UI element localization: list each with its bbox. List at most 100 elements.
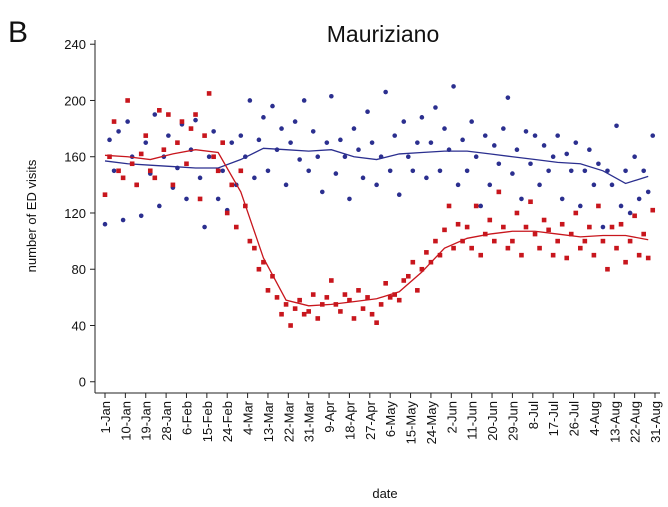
point (224, 210, 230, 216)
point (501, 126, 506, 131)
x-tick-label: 22-Mar (281, 400, 296, 442)
y-tick-label: 240 (64, 37, 86, 52)
point (541, 143, 547, 148)
point (564, 151, 570, 157)
point (596, 203, 601, 209)
point (143, 140, 149, 145)
point (460, 238, 465, 244)
trend-line (104, 149, 649, 307)
point (596, 161, 601, 167)
x-tick-label: 9-Apr (322, 400, 337, 432)
x-tick-label: 6-May (383, 401, 398, 438)
point (125, 98, 130, 103)
point (496, 161, 502, 167)
point (482, 133, 488, 138)
point (279, 311, 284, 317)
point (614, 245, 619, 251)
point (537, 245, 542, 251)
point (161, 147, 167, 152)
point (319, 189, 325, 195)
x-tick-label: 11-Jun (465, 401, 480, 440)
point (605, 266, 610, 272)
point (573, 210, 579, 216)
point (514, 210, 520, 216)
x-tick-label: 18-Apr (342, 400, 357, 440)
trend-line (104, 147, 649, 185)
point (270, 103, 275, 109)
x-tick-label: 6-Feb (179, 401, 194, 435)
point (419, 266, 425, 272)
point (641, 231, 646, 237)
point (292, 119, 298, 124)
point (505, 95, 511, 100)
point (492, 143, 497, 148)
point (333, 171, 339, 176)
point (424, 250, 429, 255)
point (532, 133, 538, 138)
point (157, 203, 162, 209)
point (184, 161, 189, 167)
x-tick-label: 15-May (404, 401, 419, 445)
point (514, 147, 520, 152)
point (215, 168, 221, 174)
point (451, 245, 456, 251)
x-tick-label: 2-Jun (444, 401, 459, 434)
point (310, 129, 316, 134)
point (265, 168, 271, 174)
point (365, 295, 370, 300)
point (568, 231, 574, 237)
point (473, 154, 479, 160)
x-tick-label: 24-May (424, 401, 439, 445)
point (636, 196, 642, 202)
point (315, 154, 321, 160)
point (188, 126, 194, 131)
x-tick-label: 15-Feb (200, 401, 215, 442)
point (442, 227, 447, 233)
point (233, 224, 239, 230)
x-tick-label: 20-Jun (485, 401, 500, 441)
point (288, 140, 293, 145)
point (206, 91, 212, 96)
point (460, 137, 465, 143)
panel-label: B (8, 16, 28, 49)
point (455, 221, 461, 227)
point (546, 227, 551, 233)
point (256, 137, 262, 143)
x-tick-label: 13-Mar (261, 400, 276, 442)
y-tick-label: 40 (72, 318, 86, 333)
x-tick-label: 17-Jul (546, 401, 561, 437)
point (627, 210, 633, 216)
y-tick-label: 200 (64, 93, 86, 108)
point (315, 316, 321, 321)
x-tick-label: 26-Jul (567, 401, 582, 437)
y-tick-label: 0 (79, 375, 86, 390)
point (134, 182, 139, 188)
point (501, 224, 506, 230)
point (229, 182, 235, 188)
point (215, 196, 221, 202)
point (306, 309, 312, 314)
point (107, 154, 112, 160)
point (532, 231, 538, 237)
point (338, 137, 343, 143)
point (469, 245, 474, 251)
point (288, 323, 293, 328)
point (464, 224, 470, 230)
point (405, 154, 411, 160)
point (256, 266, 262, 272)
point (550, 154, 556, 160)
point (120, 175, 126, 181)
point (487, 217, 493, 223)
point (623, 168, 628, 174)
point (138, 213, 144, 219)
point (519, 196, 524, 202)
point (433, 105, 438, 110)
point (383, 89, 388, 95)
point (125, 119, 130, 124)
point (645, 189, 651, 195)
x-tick-label: 1-Jan (98, 401, 113, 434)
x-tick-label: 19-Jan (139, 401, 154, 441)
point (374, 182, 379, 188)
point (360, 175, 366, 181)
y-tick-label: 160 (64, 150, 86, 165)
